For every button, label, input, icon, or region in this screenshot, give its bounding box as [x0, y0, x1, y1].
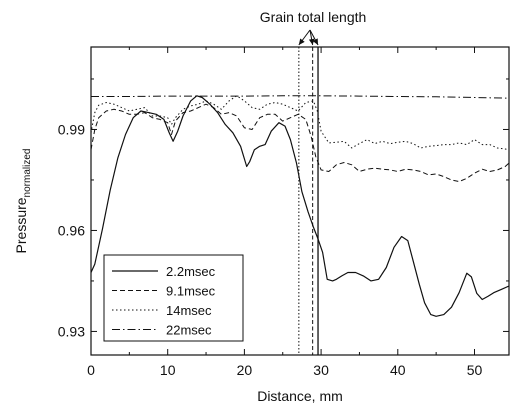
grain-length-annotation: Grain total length — [260, 9, 367, 25]
annotation-arrowhead-2 — [308, 38, 315, 45]
legend: 2.2msec 9.1msec 14msec 22msec — [103, 254, 244, 342]
x-tick-label: 10 — [160, 362, 176, 378]
series-14msec-line — [90, 95, 510, 151]
y-tick-label: 0.93 — [58, 323, 85, 339]
x-tick-label: 50 — [467, 362, 483, 378]
legend-label-14msec: 14msec — [166, 303, 212, 318]
grain-length-markers — [298, 29, 319, 355]
x-tick-label: 20 — [237, 362, 253, 378]
x-tick-label: 30 — [313, 362, 329, 378]
legend-entries: 2.2msec 9.1msec 14msec 22msec — [112, 264, 216, 338]
legend-box — [103, 254, 244, 342]
x-tick-label: 40 — [390, 362, 406, 378]
x-tick-label: 0 — [87, 362, 95, 378]
y-tick-label: 0.96 — [58, 222, 85, 238]
annotation-arrowhead-1 — [298, 38, 305, 45]
series-9-1msec-line — [90, 103, 510, 183]
legend-label-2-2msec: 2.2msec — [166, 264, 216, 279]
x-axis-title: Distance, mm — [257, 388, 343, 404]
annotation-arrowhead-3 — [312, 38, 318, 45]
axis-ticks: 0 10 20 30 40 50 0.93 0.96 0.99 — [58, 47, 509, 378]
y-axis-title-main: Pressure — [13, 197, 29, 253]
y-tick-label: 0.99 — [58, 121, 85, 137]
plot-frame — [90, 46, 510, 356]
legend-label-9-1msec: 9.1msec — [166, 284, 216, 299]
y-axis-title-subscript: normalized — [22, 149, 33, 198]
legend-label-22msec: 22msec — [166, 323, 212, 338]
y-axis-title: Pressurenormalized — [13, 149, 33, 254]
series-2-2msec-line — [90, 95, 510, 317]
series-layer — [90, 95, 510, 317]
series-22msec-line — [91, 95, 510, 99]
